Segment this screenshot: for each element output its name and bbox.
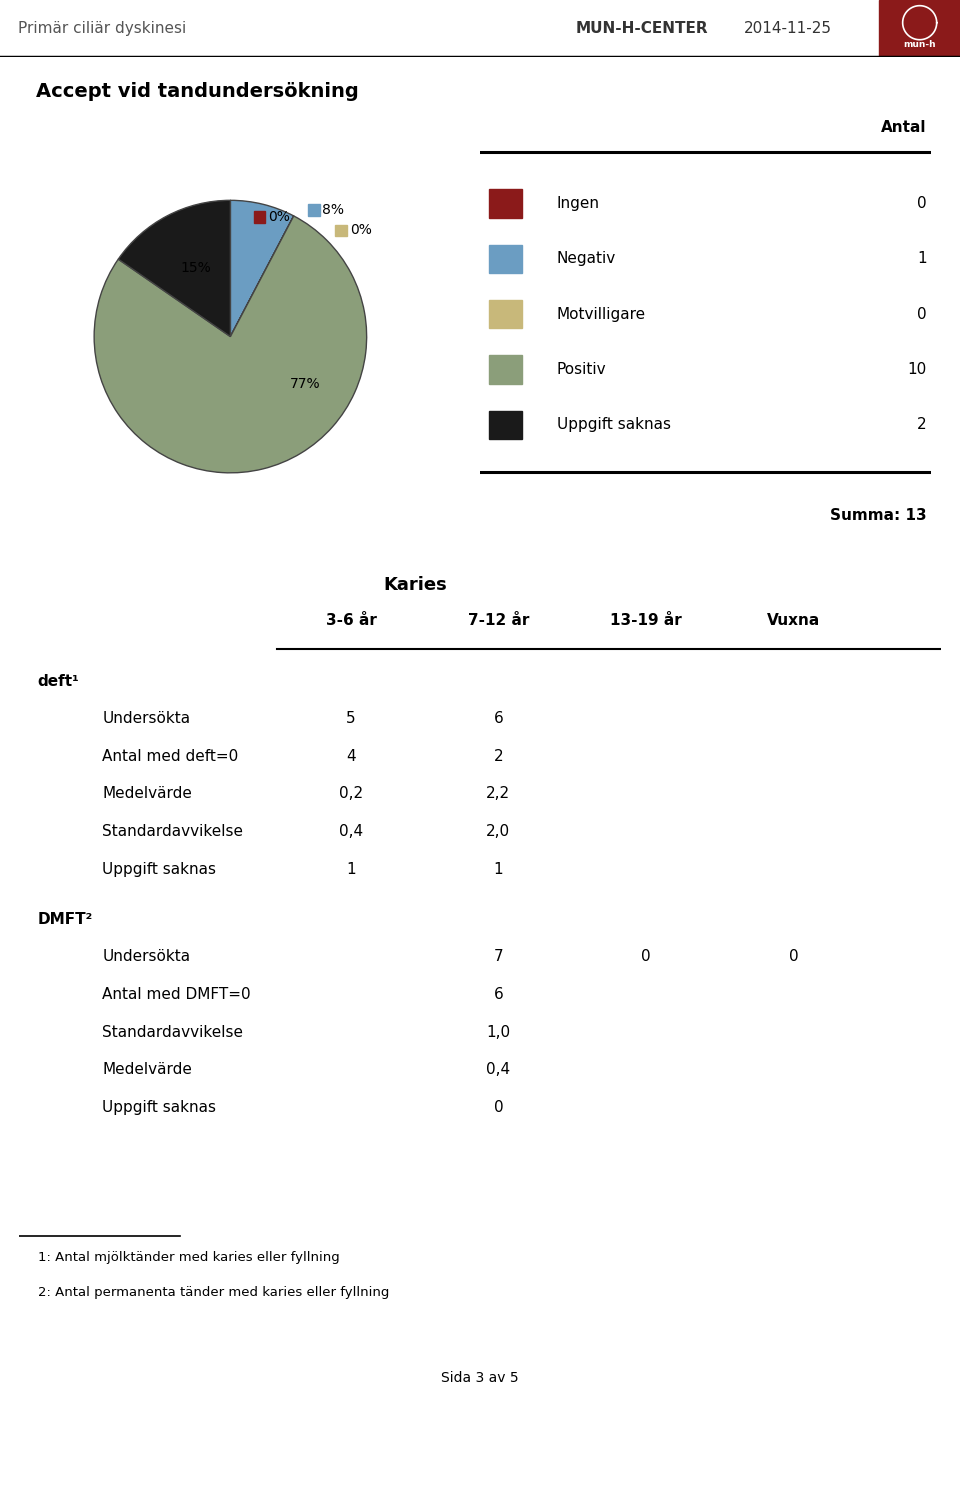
Text: Standardavvikelse: Standardavvikelse [102, 1024, 243, 1039]
Text: DMFT²: DMFT² [37, 912, 93, 927]
Text: 13-19 år: 13-19 år [610, 614, 682, 629]
Text: deft¹: deft¹ [37, 675, 80, 690]
Text: 0,4: 0,4 [487, 1063, 511, 1078]
Text: mun-h: mun-h [903, 40, 936, 49]
Text: 1: Antal mjölktänder med karies eller fyllning: 1: Antal mjölktänder med karies eller fy… [37, 1251, 340, 1265]
Text: 1,0: 1,0 [487, 1024, 511, 1039]
Text: 6: 6 [493, 711, 503, 726]
Text: 7: 7 [493, 950, 503, 964]
Text: 0: 0 [917, 196, 926, 211]
Text: 2: Antal permanenta tänder med karies eller fyllning: 2: Antal permanenta tänder med karies el… [37, 1287, 389, 1299]
Bar [335, 225, 347, 236]
Text: 2,0: 2,0 [487, 824, 511, 839]
Text: 2: 2 [917, 418, 926, 433]
Text: Summa: 13: Summa: 13 [830, 508, 926, 523]
Text: 3-6 år: 3-6 år [325, 614, 376, 629]
Text: 4: 4 [347, 749, 356, 764]
Text: 0%: 0% [349, 224, 372, 237]
Bar [489, 300, 521, 328]
Wedge shape [230, 200, 294, 336]
Text: Primär ciliär dyskinesi: Primär ciliär dyskinesi [18, 21, 186, 36]
Wedge shape [230, 216, 294, 336]
Text: Negativ: Negativ [557, 251, 616, 266]
Text: Vuxna: Vuxna [767, 614, 820, 629]
Text: 0: 0 [917, 306, 926, 321]
Text: 1: 1 [347, 861, 356, 876]
Text: Standardavvikelse: Standardavvikelse [102, 824, 243, 839]
Text: MUN-H-CENTER: MUN-H-CENTER [576, 21, 708, 36]
Text: Medelvärde: Medelvärde [102, 787, 192, 802]
Text: Uppgift saknas: Uppgift saknas [557, 418, 671, 433]
Text: Medelvärde: Medelvärde [102, 1063, 192, 1078]
Bar [489, 190, 521, 218]
Text: 0: 0 [641, 950, 651, 964]
Bar [276, 379, 287, 390]
Bar [253, 211, 265, 222]
Text: 2: 2 [493, 749, 503, 764]
Text: Uppgift saknas: Uppgift saknas [102, 861, 216, 876]
Text: 2014-11-25: 2014-11-25 [744, 21, 832, 36]
Bar [308, 205, 320, 216]
Text: 1: 1 [493, 861, 503, 876]
Text: Motvilligare: Motvilligare [557, 306, 646, 321]
Text: 0: 0 [493, 1100, 503, 1115]
Text: Undersökta: Undersökta [102, 711, 190, 726]
Text: Antal med DMFT=0: Antal med DMFT=0 [102, 987, 251, 1002]
Text: 77%: 77% [290, 378, 321, 391]
Bar [489, 411, 521, 439]
Text: Accept vid tandundersökning: Accept vid tandundersökning [36, 82, 359, 102]
Wedge shape [94, 216, 367, 473]
Bar [166, 263, 178, 275]
Text: Uppgift saknas: Uppgift saknas [102, 1100, 216, 1115]
Text: 0,4: 0,4 [339, 824, 363, 839]
Text: 5: 5 [347, 711, 356, 726]
Text: 0%: 0% [268, 209, 290, 224]
Text: Ingen: Ingen [557, 196, 600, 211]
Text: 6: 6 [493, 987, 503, 1002]
Text: 2,2: 2,2 [487, 787, 511, 802]
Text: Antal med deft=0: Antal med deft=0 [102, 749, 238, 764]
Text: Antal: Antal [881, 121, 926, 136]
Text: 15%: 15% [180, 261, 211, 275]
Text: 0: 0 [788, 950, 798, 964]
Text: 0,2: 0,2 [339, 787, 363, 802]
Wedge shape [118, 200, 230, 336]
Text: 7-12 år: 7-12 år [468, 614, 529, 629]
Bar [489, 245, 521, 273]
Text: Karies: Karies [384, 576, 447, 594]
Text: Undersökta: Undersökta [102, 950, 190, 964]
Text: Sida 3 av 5: Sida 3 av 5 [442, 1371, 518, 1386]
Bar [879, 0, 960, 57]
Text: 10: 10 [907, 363, 926, 378]
Text: 8%: 8% [323, 203, 345, 216]
Text: Positiv: Positiv [557, 363, 607, 378]
Text: 1: 1 [917, 251, 926, 266]
Bar [489, 355, 521, 384]
